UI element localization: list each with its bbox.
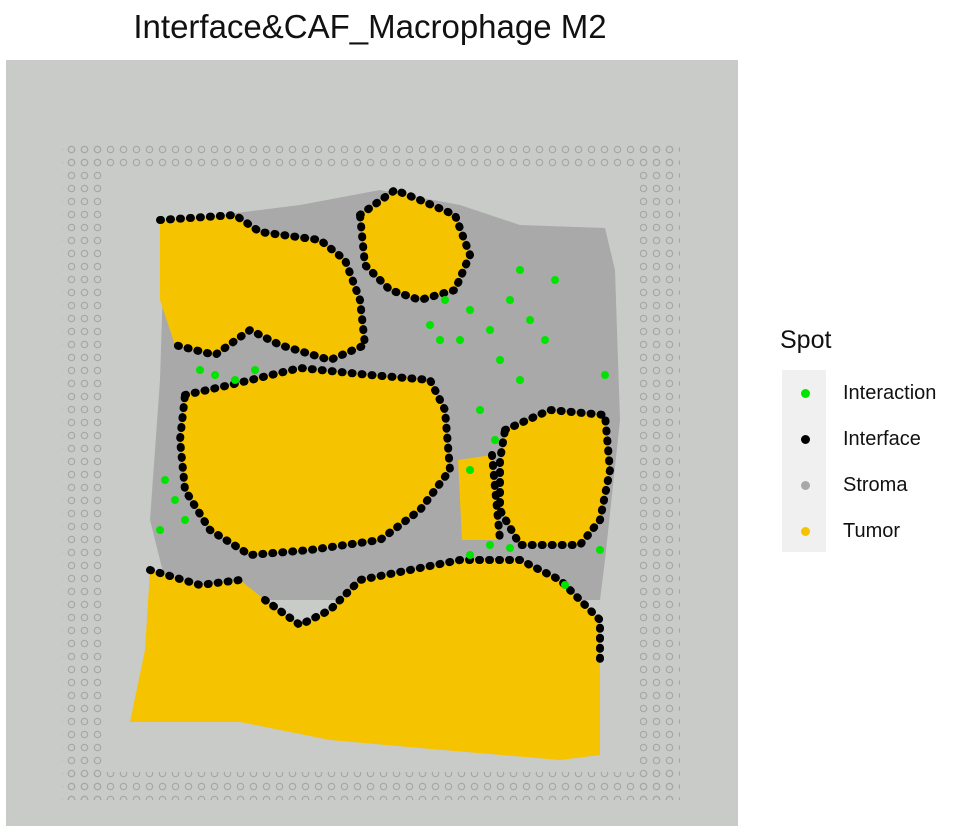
- interaction-spot: [526, 316, 534, 324]
- legend-title: Spot: [780, 326, 832, 354]
- interaction-spot: [251, 366, 259, 374]
- legend-label: Stroma: [843, 473, 908, 496]
- interaction-spot: [231, 376, 239, 384]
- legend-item: Interface: [782, 416, 921, 462]
- interaction-spot: [491, 436, 499, 444]
- legend-item: Interaction: [782, 370, 936, 416]
- chart-title: Interface&CAF_Macrophage M2: [133, 8, 607, 45]
- interaction-spot: [426, 321, 434, 329]
- interaction-spot: [441, 296, 449, 304]
- legend: Spot Interaction Interface Stroma Tumor: [780, 326, 936, 552]
- fiducial-frame: [62, 145, 680, 800]
- legend-label: Interaction: [843, 381, 937, 404]
- interaction-spots: [156, 266, 609, 589]
- interaction-spot: [466, 306, 474, 314]
- interaction-spot: [181, 516, 189, 524]
- tumor-regions: [130, 190, 610, 760]
- legend-label: Interface: [843, 427, 921, 450]
- interaction-spot: [161, 476, 169, 484]
- legend-marker: [801, 526, 810, 536]
- interaction-spot: [476, 406, 484, 414]
- interaction-spot: [506, 296, 514, 304]
- legend-marker: [801, 388, 810, 398]
- legend-keys: Interaction Interface Stroma Tumor: [782, 370, 936, 554]
- interaction-spot: [486, 541, 494, 549]
- legend-label: Tumor: [843, 519, 901, 542]
- interaction-spot: [516, 376, 524, 384]
- interaction-spot: [516, 266, 524, 274]
- interaction-spot: [466, 551, 474, 559]
- interaction-spot: [171, 496, 179, 504]
- interaction-spot: [551, 276, 559, 284]
- interaction-spot: [436, 336, 444, 344]
- legend-marker: [801, 480, 810, 490]
- interaction-spot: [561, 581, 569, 589]
- interaction-spot: [486, 326, 494, 334]
- interaction-spot: [596, 546, 604, 554]
- interaction-spot: [496, 356, 504, 364]
- interaction-spot: [506, 544, 514, 552]
- interaction-spot: [196, 366, 204, 374]
- interaction-spot: [456, 336, 464, 344]
- legend-item: Tumor: [782, 508, 900, 554]
- interaction-spot: [466, 466, 474, 474]
- spatial-plot: [6, 60, 738, 826]
- interaction-spot: [156, 526, 164, 534]
- legend-item: Stroma: [782, 462, 907, 508]
- interaction-spot: [601, 371, 609, 379]
- interface-boundaries: [146, 186, 614, 664]
- interaction-spot: [541, 336, 549, 344]
- legend-marker: [801, 434, 810, 444]
- interaction-spot: [211, 371, 219, 379]
